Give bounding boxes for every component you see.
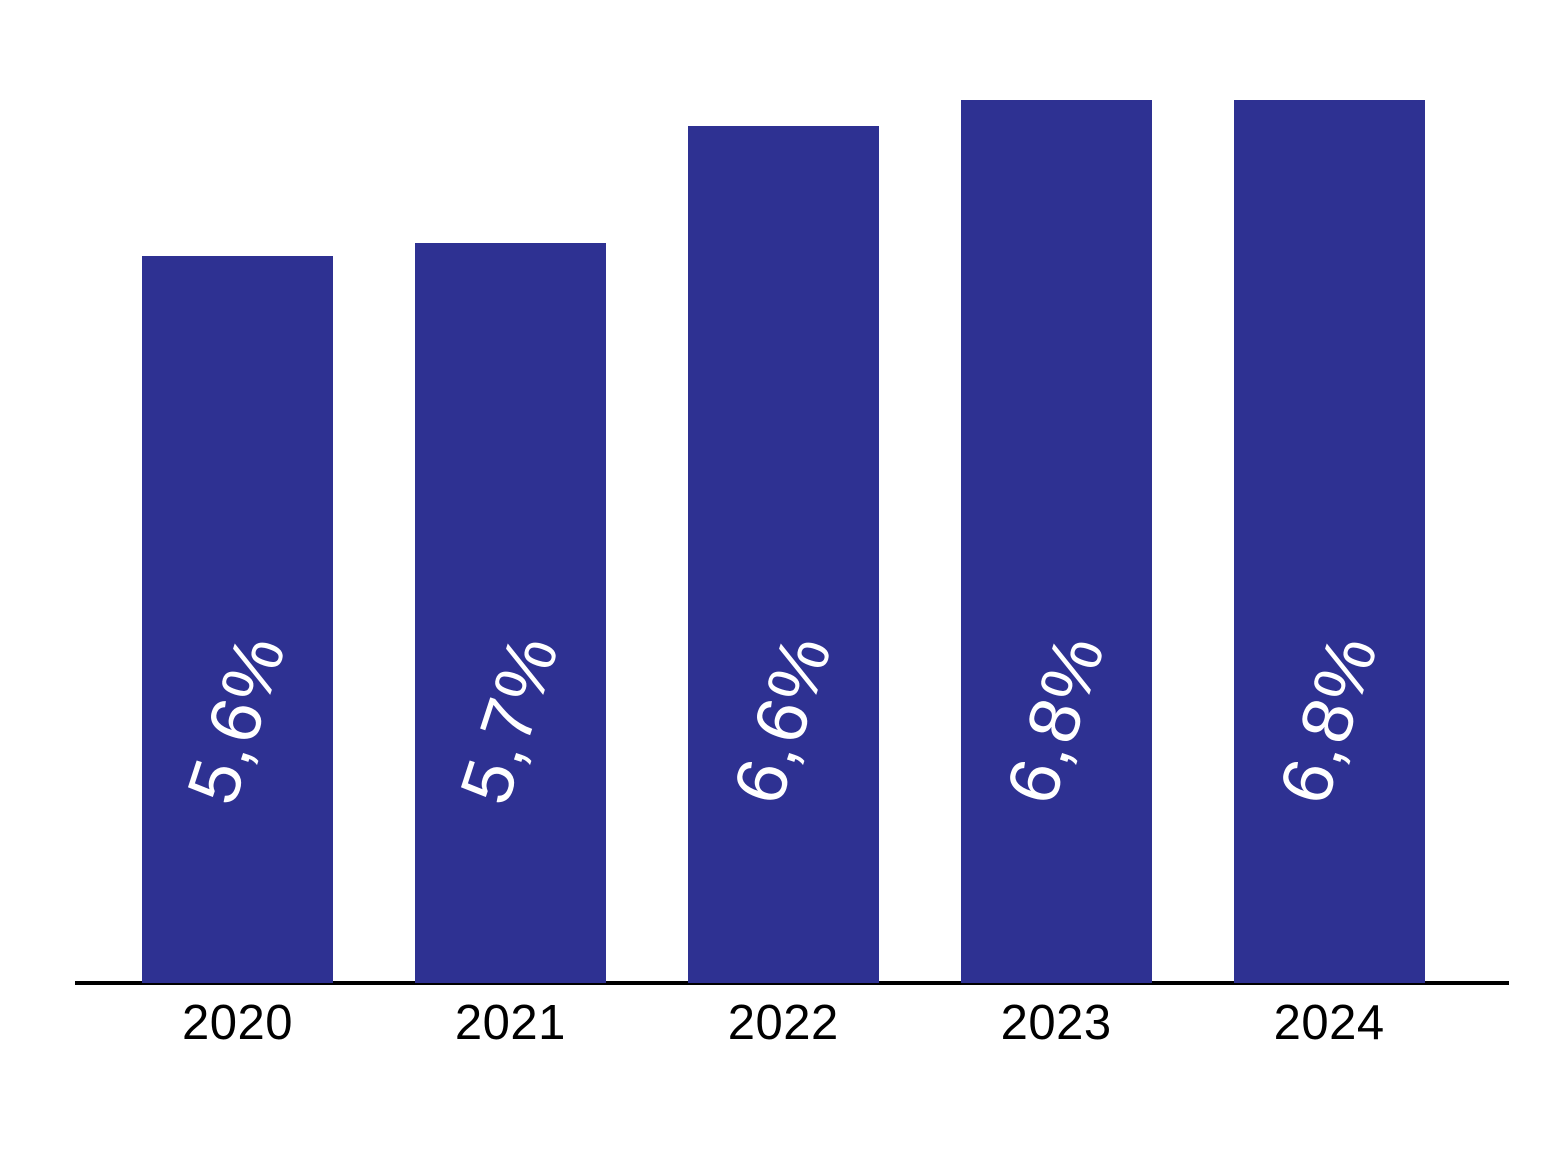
bar-value-label: 6,8%: [991, 624, 1121, 814]
bar-value-label: 6,6%: [718, 624, 848, 814]
bar-value-label: 6,8%: [1264, 624, 1394, 814]
x-axis-label-2023: 2023: [1000, 996, 1112, 1050]
bar-value-label: 5,7%: [445, 624, 576, 814]
x-axis-label-2021: 2021: [454, 996, 566, 1050]
bar-value-label: 5,6%: [172, 624, 303, 814]
bar-2022: 6,6%: [687, 126, 879, 983]
x-axis-label-2020: 2020: [181, 996, 293, 1050]
x-axis-label-2024: 2024: [1273, 996, 1385, 1050]
x-axis-line: [75, 981, 1509, 985]
bar-2023: 6,8%: [960, 100, 1152, 983]
bar-2020: 5,6%: [142, 256, 333, 983]
x-axis-label-2022: 2022: [727, 996, 839, 1050]
bar-2021: 5,7%: [414, 243, 606, 983]
bar-2024: 6,8%: [1233, 100, 1425, 983]
